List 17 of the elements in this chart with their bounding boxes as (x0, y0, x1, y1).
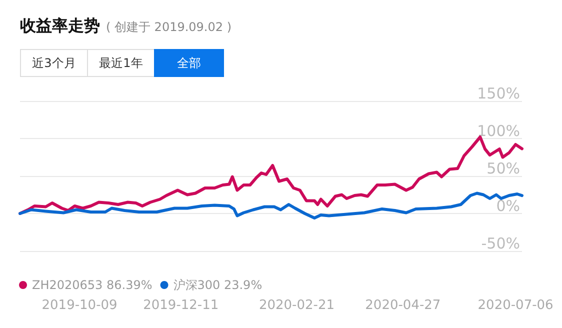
x-tick-label: 2019-10-09 (42, 298, 118, 313)
x-tick-label: 2019-12-11 (143, 298, 219, 313)
x-tick-label: 2020-04-27 (365, 298, 441, 313)
chart-title: 收益率走势 (20, 16, 100, 35)
text: 近3个月 (20, 49, 88, 77)
y-tick-label: 50% (486, 160, 520, 178)
y-tick-label: -50% (481, 234, 520, 252)
text: 全部 (154, 49, 224, 77)
legend-label: 沪深300 23.9% (173, 278, 262, 292)
chart-subtitle: ( 创建于 2019.09.02 ) (106, 20, 232, 34)
y-tick-label: 0% (496, 197, 520, 215)
x-tick-label: 2020-02-21 (258, 298, 335, 313)
text: 最近1年 (87, 49, 155, 77)
y-tick-label: 150% (477, 84, 520, 102)
y-tick-label: 100% (477, 122, 520, 140)
x-tick-label: 2020-07-06 (478, 298, 554, 313)
legend-label: ZH2020653 86.39% (32, 278, 152, 292)
